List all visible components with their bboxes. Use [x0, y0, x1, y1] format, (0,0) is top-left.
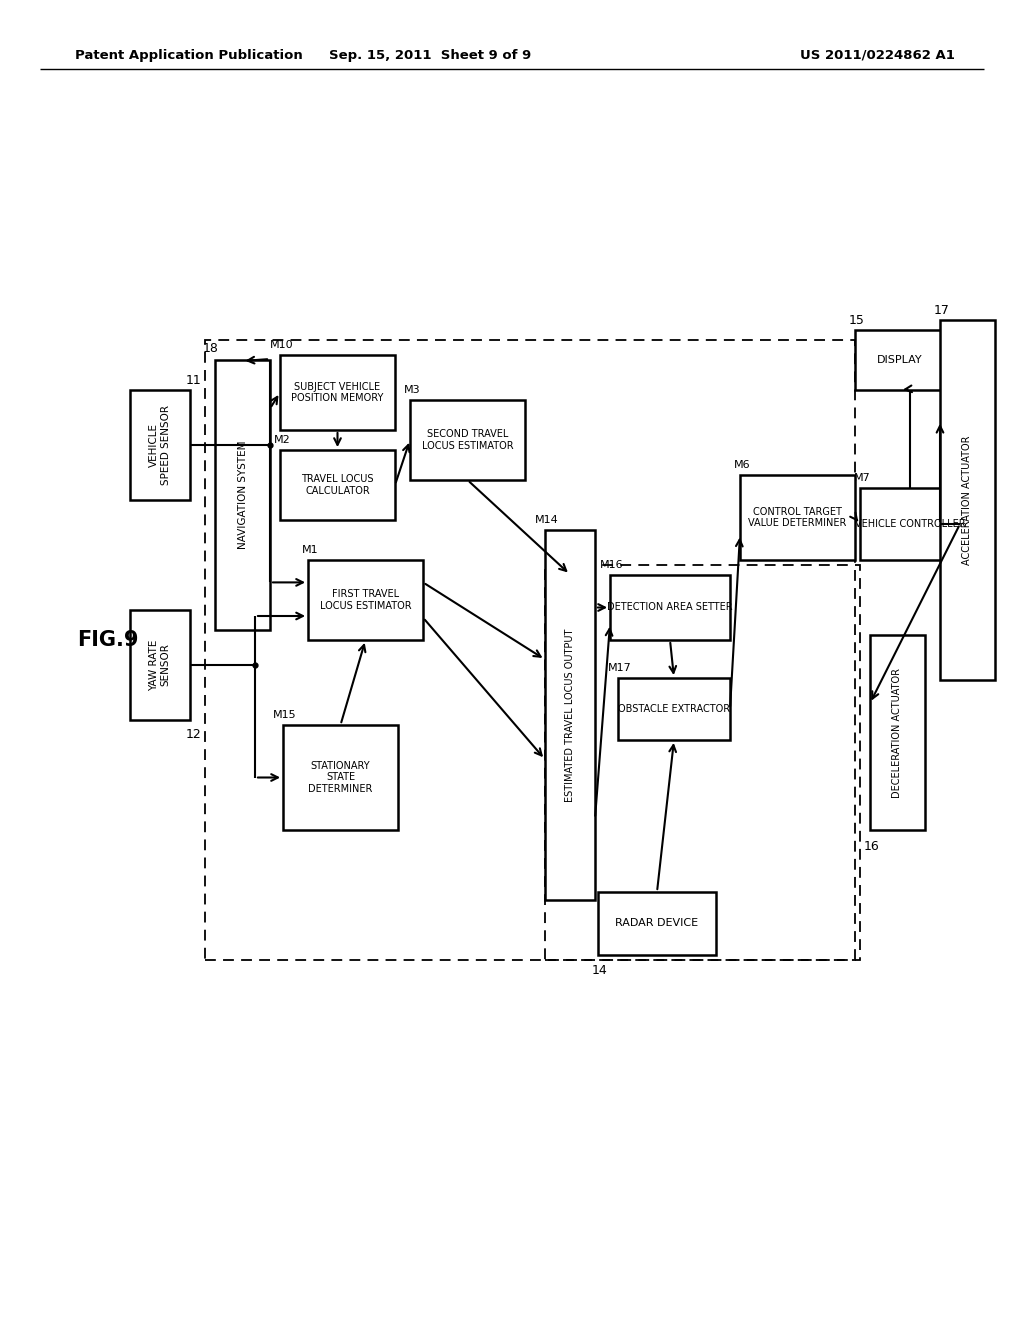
Text: M3: M3: [403, 385, 420, 395]
Text: STATIONARY
STATE
DETERMINER: STATIONARY STATE DETERMINER: [308, 760, 373, 795]
Text: CONTROL TARGET
VALUE DETERMINER: CONTROL TARGET VALUE DETERMINER: [749, 507, 847, 528]
Text: TRAVEL LOCUS
CALCULATOR: TRAVEL LOCUS CALCULATOR: [301, 474, 374, 496]
Bar: [940, 319, 995, 680]
Bar: [280, 450, 395, 520]
Bar: [855, 330, 945, 389]
Text: M1: M1: [302, 545, 318, 554]
Text: ESTIMATED TRAVEL LOCUS OUTPUT: ESTIMATED TRAVEL LOCUS OUTPUT: [565, 628, 575, 801]
Text: M14: M14: [536, 515, 559, 525]
Text: 11: 11: [186, 374, 202, 387]
Text: VEHICLE CONTROLLER: VEHICLE CONTROLLER: [855, 519, 966, 529]
Text: VEHICLE
SPEED SENSOR: VEHICLE SPEED SENSOR: [150, 405, 171, 484]
Bar: [215, 360, 270, 630]
Text: Patent Application Publication: Patent Application Publication: [75, 49, 303, 62]
Text: M7: M7: [854, 473, 870, 483]
Text: M16: M16: [600, 560, 624, 570]
Text: SUBJECT VEHICLE
POSITION MEMORY: SUBJECT VEHICLE POSITION MEMORY: [291, 381, 384, 404]
Bar: [410, 400, 525, 480]
Bar: [610, 576, 730, 640]
Text: 12: 12: [186, 727, 202, 741]
Text: 17: 17: [934, 304, 950, 317]
Text: FIG.9: FIG.9: [77, 630, 138, 649]
Text: DETECTION AREA SETTER: DETECTION AREA SETTER: [607, 602, 733, 612]
Text: DECELERATION ACTUATOR: DECELERATION ACTUATOR: [893, 668, 902, 797]
Text: SECOND TRAVEL
LOCUS ESTIMATOR: SECOND TRAVEL LOCUS ESTIMATOR: [422, 429, 513, 451]
Text: YAW RATE
SENSOR: YAW RATE SENSOR: [150, 639, 171, 690]
Text: M15: M15: [273, 710, 297, 719]
Text: M6: M6: [733, 459, 751, 470]
Text: ACCELERATION ACTUATOR: ACCELERATION ACTUATOR: [963, 436, 973, 565]
Bar: [130, 389, 190, 500]
Text: 18: 18: [203, 342, 219, 355]
Text: 14: 14: [592, 965, 608, 978]
Bar: [860, 488, 961, 560]
Text: M17: M17: [608, 663, 632, 673]
Text: FIRST TRAVEL
LOCUS ESTIMATOR: FIRST TRAVEL LOCUS ESTIMATOR: [319, 589, 412, 611]
Bar: [130, 610, 190, 719]
Text: Sep. 15, 2011  Sheet 9 of 9: Sep. 15, 2011 Sheet 9 of 9: [329, 49, 531, 62]
Text: OBSTACLE EXTRACTOR: OBSTACLE EXTRACTOR: [617, 704, 730, 714]
Bar: [870, 635, 925, 830]
Text: 15: 15: [849, 314, 865, 326]
Text: DISPLAY: DISPLAY: [878, 355, 923, 366]
Text: RADAR DEVICE: RADAR DEVICE: [615, 919, 698, 928]
Text: NAVIGATION SYSTEM: NAVIGATION SYSTEM: [238, 441, 248, 549]
Text: M2: M2: [273, 436, 291, 445]
Bar: [618, 678, 730, 741]
Text: 16: 16: [864, 840, 880, 853]
Bar: [598, 892, 716, 954]
Bar: [545, 565, 860, 960]
Bar: [740, 475, 855, 560]
Text: US 2011/0224862 A1: US 2011/0224862 A1: [800, 49, 954, 62]
Bar: [545, 531, 595, 900]
Text: M10: M10: [270, 341, 294, 350]
Bar: [308, 560, 423, 640]
Bar: [205, 341, 855, 960]
Bar: [280, 355, 395, 430]
Bar: [283, 725, 398, 830]
